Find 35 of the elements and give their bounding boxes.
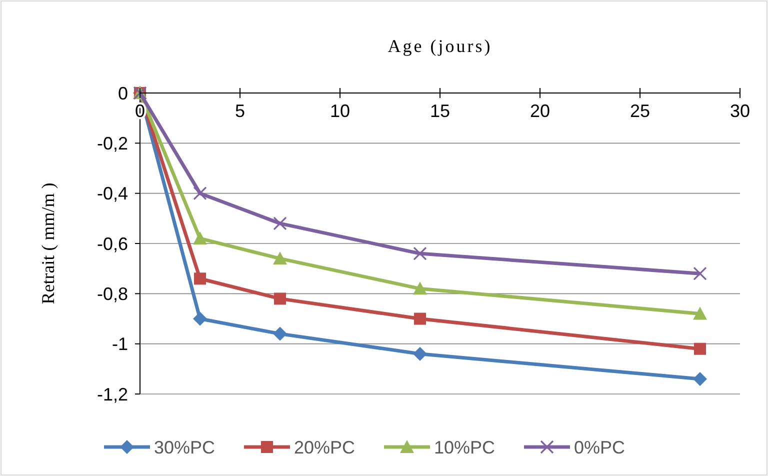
- point: [414, 312, 426, 325]
- x-tick-label: 10: [330, 101, 350, 121]
- y-tick-label: -1: [112, 334, 128, 354]
- x-tick-label: 30: [730, 101, 750, 121]
- point: [274, 292, 286, 305]
- y-tick-label: -0,8: [96, 284, 128, 304]
- y-tick-label: -0,4: [96, 184, 128, 204]
- legend-label: 20%PC: [294, 437, 356, 458]
- point: [193, 231, 207, 244]
- legend-label: 0%PC: [574, 437, 626, 458]
- x-tick-label: 25: [630, 101, 650, 121]
- legend-label: 30%PC: [154, 437, 216, 458]
- point: [193, 312, 207, 326]
- point: [413, 282, 427, 295]
- point: [273, 326, 287, 341]
- x-tick-label: 5: [234, 101, 246, 121]
- point: [413, 346, 427, 361]
- legend-label: 10%PC: [434, 437, 496, 458]
- point: [693, 372, 707, 386]
- point: [693, 266, 707, 280]
- point: [193, 186, 207, 200]
- y-tick-label: -0,2: [96, 133, 128, 154]
- y-tick-label: -1,2: [96, 384, 128, 404]
- y-axis-title: Retrait ( mm/m ): [38, 182, 58, 304]
- x-axis-title: Age (jours): [388, 36, 492, 56]
- x-tick-label: 15: [430, 101, 450, 121]
- y-tick-label: -0,6: [96, 234, 128, 254]
- x-tick-label: 20: [530, 101, 550, 121]
- point: [413, 246, 427, 260]
- point: [194, 272, 206, 285]
- point: [693, 306, 707, 320]
- y-tick-label: 0: [118, 83, 128, 104]
- point: [273, 216, 287, 230]
- point: [273, 252, 287, 265]
- point: [694, 342, 706, 355]
